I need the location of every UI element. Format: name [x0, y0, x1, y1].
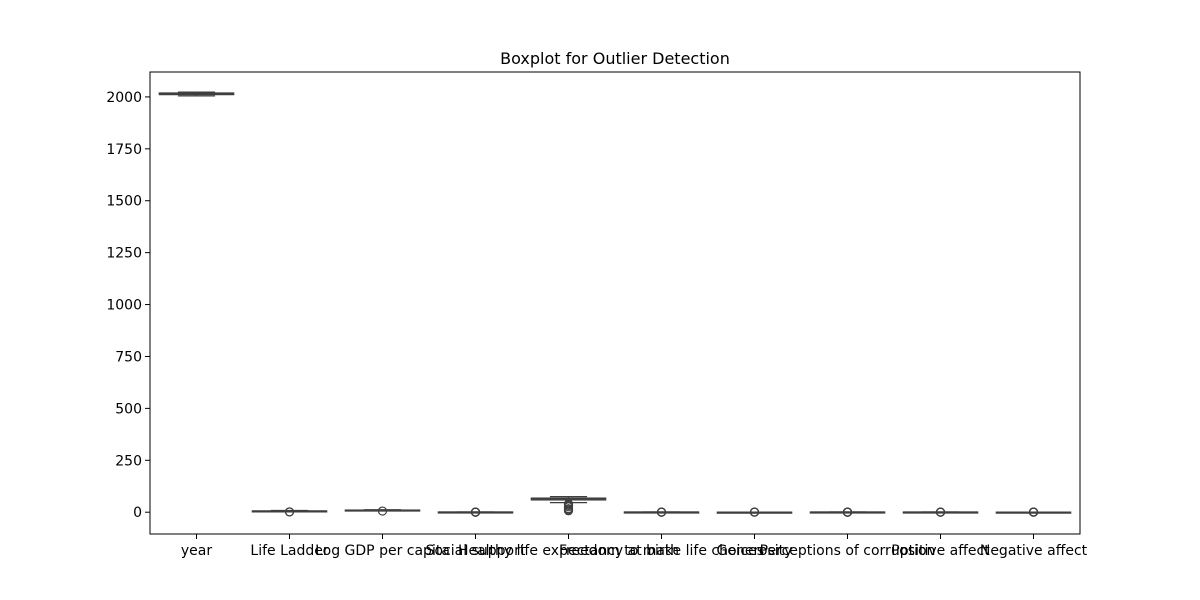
y-tick-label: 1000: [106, 298, 142, 314]
axes-frame: [149, 71, 1081, 535]
outlier-point: [470, 507, 481, 517]
y-tick-label: 750: [115, 349, 142, 365]
box-group: [437, 507, 514, 517]
outlier-point: [284, 507, 295, 517]
x-tick-label: Freedom to make life choices: [559, 543, 764, 559]
outlier-point: [935, 507, 946, 517]
outlier-point: [377, 506, 388, 516]
box-group: [158, 91, 235, 97]
box-group: [530, 496, 607, 516]
y-tick-label: 1250: [106, 246, 142, 262]
outlier-point: [656, 507, 667, 517]
box-group: [344, 506, 421, 516]
y-tick-label: 2000: [106, 90, 142, 106]
box-group: [623, 507, 700, 517]
box-group: [716, 507, 793, 517]
x-tick-label: Positive affect: [891, 543, 990, 559]
x-tick-label: Log GDP per capita: [315, 543, 450, 559]
y-axis: 0 250 500 750 1000 1250 1500 1750 2000: [106, 90, 150, 521]
box-group: [809, 507, 886, 517]
outlier-point: [749, 507, 760, 517]
x-tick-label: Negative affect: [980, 543, 1088, 559]
x-tick-label: Perceptions of corruption: [760, 543, 936, 559]
y-tick-label: 1500: [106, 194, 142, 210]
x-tick-label: Life Ladder: [250, 543, 328, 559]
y-tick-label: 0: [133, 505, 142, 521]
x-tick-label: year: [181, 543, 212, 559]
y-tick-label: 250: [115, 453, 142, 469]
box-group: [995, 507, 1072, 517]
outlier-point: [1028, 507, 1039, 517]
box-group: [902, 507, 979, 517]
outlier-point: [563, 499, 574, 509]
x-tick-label: Healthy life expectancy at birth: [458, 543, 679, 559]
x-tick-label: Generosity: [717, 543, 793, 559]
box-group: [251, 507, 328, 517]
y-tick-label: 500: [115, 401, 142, 417]
outlier-point: [842, 507, 853, 517]
chart-title: Boxplot for Outlier Detection: [500, 49, 730, 68]
y-tick-label: 1750: [106, 142, 142, 158]
x-tick-label: Social support: [426, 543, 526, 559]
plot-area: [158, 91, 1072, 517]
